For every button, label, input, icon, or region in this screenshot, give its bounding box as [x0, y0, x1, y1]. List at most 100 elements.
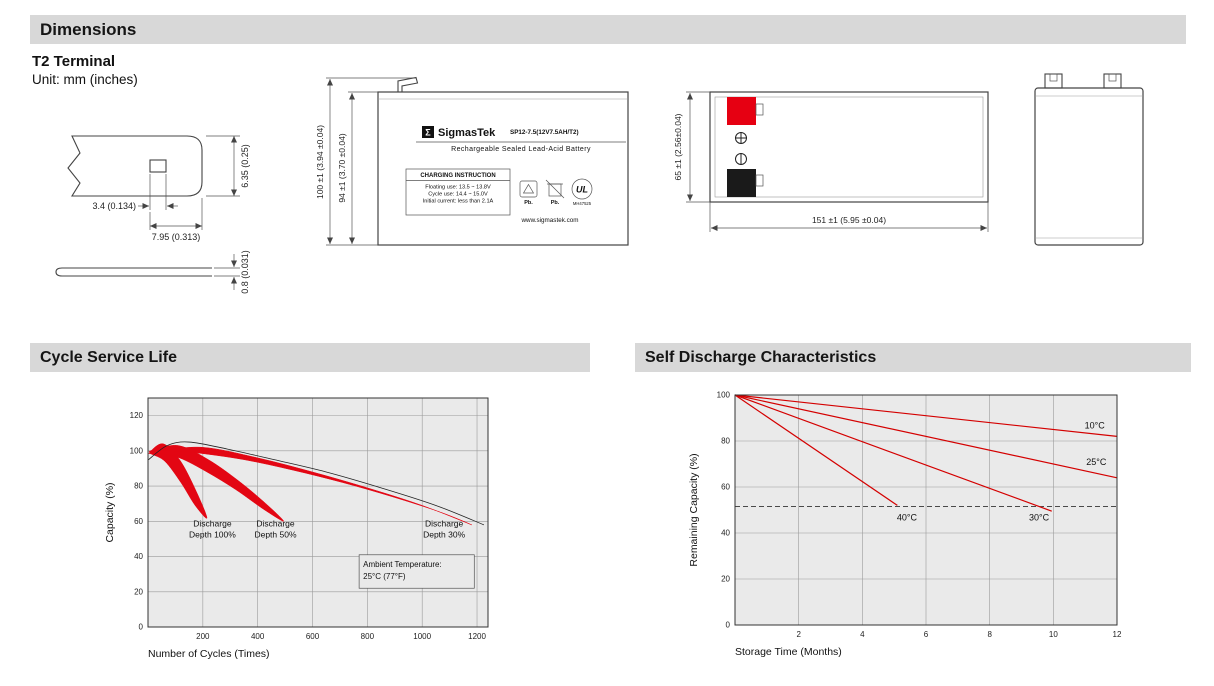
band-label: Depth 30% — [423, 530, 465, 540]
charging-line-3: Initial current: less than 2.1A — [423, 199, 494, 205]
dim-side-height: 65 ±1 (2.56±0.04) — [673, 113, 683, 180]
x-axis-title: Number of Cycles (Times) — [148, 648, 270, 660]
series-line-30°C — [734, 394, 1052, 512]
svg-text:200: 200 — [196, 632, 210, 641]
series-label: 10°C — [1085, 420, 1106, 430]
brand-name: SigmasTek — [438, 127, 496, 139]
charging-line-1: Floating use: 13.5 ~ 13.8V — [425, 185, 491, 191]
positive-terminal — [727, 97, 756, 125]
band-label: Discharge — [425, 519, 464, 529]
front-view-drawing: 100 ±1 (3.94 ±0.04) 94 ±1 (3.70 ±0.04) Σ… — [315, 76, 629, 246]
pb-label-2: Pb. — [551, 200, 560, 206]
plot-background — [148, 398, 488, 627]
tick-labels: 0 20 40 60 80 100 120 200 400 600 800 1000 1200 — [130, 411, 487, 641]
svg-text:1200: 1200 — [468, 632, 486, 641]
svg-text:120: 120 — [130, 411, 144, 420]
svg-text:4: 4 — [860, 630, 865, 639]
svg-text:400: 400 — [251, 632, 265, 641]
svg-text:60: 60 — [721, 483, 730, 492]
svg-text:8: 8 — [987, 630, 992, 639]
svg-text:40: 40 — [134, 552, 143, 561]
x-axis-title: Storage Time (Months) — [735, 646, 842, 658]
y-axis-title: Remaining Capacity (%) — [688, 453, 700, 566]
annotation-text: Ambient Temperature: — [363, 560, 442, 569]
ul-logo-text: UL — [576, 185, 588, 195]
sigma-icon: Σ — [425, 128, 431, 138]
terminal-detail-drawing: 3.4 (0.134) 7.95 (0.313) 6.35 (0.25) 0.8… — [55, 135, 250, 294]
section-header-cycle-service-life: Cycle Service Life — [30, 343, 590, 372]
band-Discharge Depth 50% — [148, 445, 284, 522]
section-header-dimensions-label: Dimensions — [40, 19, 137, 39]
svg-text:60: 60 — [134, 517, 143, 526]
plot-border — [147, 397, 489, 628]
svg-text:0: 0 — [139, 623, 144, 632]
dim-total-height: 100 ±1 (3.94 ±0.04) — [315, 125, 325, 199]
series-line-10°C — [734, 394, 1118, 437]
website: www.sigmastek.com — [520, 217, 578, 224]
svg-text:1000: 1000 — [413, 632, 431, 641]
terminal-tab-top — [397, 76, 419, 92]
svg-text:80: 80 — [721, 437, 730, 446]
section-header-cycle-label: Cycle Service Life — [40, 348, 177, 366]
svg-text:12: 12 — [1113, 630, 1122, 639]
envelope-curve — [148, 441, 485, 526]
dim-slot-width: 3.4 (0.134) — [92, 201, 136, 211]
section-header-self-discharge: Self Discharge Characteristics — [635, 343, 1191, 372]
series-line-25°C — [734, 394, 1118, 479]
unit-note: Unit: mm (inches) — [32, 72, 138, 87]
annotation-text: 25°C (77°F) — [363, 572, 406, 581]
svg-text:100: 100 — [717, 391, 731, 400]
section-header-dimensions: Dimensions — [30, 15, 1186, 44]
sigma-logo-box — [422, 126, 434, 138]
model-number: SP12-7.5(12V7.5AH/T2) — [510, 129, 579, 136]
svg-text:800: 800 — [361, 632, 375, 641]
svg-text:600: 600 — [306, 632, 320, 641]
series-label: 40°C — [897, 512, 918, 522]
side-view-drawing: 65 ±1 (2.56±0.04) 151 ±1 (5.95 ±0.04) — [673, 91, 989, 232]
svg-text:0: 0 — [726, 621, 731, 630]
dim-tab-width: 7.95 (0.313) — [152, 232, 201, 242]
band-label: Depth 50% — [254, 530, 296, 540]
gridlines — [148, 398, 488, 627]
charging-line-2: Cycle use: 14.4 ~ 15.0V — [428, 192, 488, 198]
terminal-hole — [149, 159, 167, 173]
pb-label-1: Pb. — [524, 200, 533, 206]
svg-text:20: 20 — [134, 587, 143, 596]
dim-side-length: 151 ±1 (5.95 ±0.04) — [812, 215, 886, 225]
battery-front-outline — [377, 91, 629, 246]
band-label: Discharge — [193, 519, 232, 529]
annotation-box — [358, 554, 475, 589]
band-Discharge Depth 30% — [158, 446, 472, 526]
svg-text:80: 80 — [134, 482, 143, 491]
battery-end-outline — [1034, 87, 1144, 246]
svg-text:6: 6 — [924, 630, 929, 639]
ul-logo-icon — [571, 178, 593, 200]
dim-tab-height: 6.35 (0.25) — [240, 144, 250, 188]
charging-instruction-box — [405, 168, 511, 216]
cycle-service-life-chart: Ambient Temperature: 25°C (77°F) Discharge… — [104, 397, 489, 660]
end-terminal-tab-2 — [1103, 73, 1122, 89]
negative-symbol-icon — [735, 153, 747, 165]
self-discharge-chart: 10°C 25°C 30°C 40°C 0 20 40 60 80 100 2 4 6 8 10 12 Rema… — [688, 391, 1122, 659]
section-header-self-discharge-label: Self Discharge Characteristics — [645, 348, 877, 366]
svg-text:10: 10 — [1049, 630, 1058, 639]
svg-text:2: 2 — [796, 630, 801, 639]
dim-tab-thickness: 0.8 (0.031) — [240, 250, 250, 294]
battery-type-label: Rechargeable Sealed Lead-Acid Battery — [451, 146, 591, 153]
svg-text:20: 20 — [721, 575, 730, 584]
svg-text:100: 100 — [130, 446, 144, 455]
no-trash-pb-icon — [545, 179, 565, 199]
ul-file-number: MH47525 — [573, 201, 592, 206]
recycle-pb-icon — [519, 180, 538, 198]
terminal-type-title: T2 Terminal — [32, 53, 116, 70]
end-terminal-tab-1 — [1044, 73, 1063, 89]
series-label: 30°C — [1029, 512, 1050, 522]
band-label: Depth 100% — [189, 530, 236, 540]
tick-labels: 0 20 40 60 80 100 2 4 6 8 10 12 — [717, 391, 1122, 640]
plot-border — [734, 394, 1118, 626]
band-label: Discharge — [256, 519, 295, 529]
svg-text:40: 40 — [721, 529, 730, 538]
positive-symbol-icon — [735, 132, 747, 144]
series-line-40°C — [734, 394, 898, 506]
